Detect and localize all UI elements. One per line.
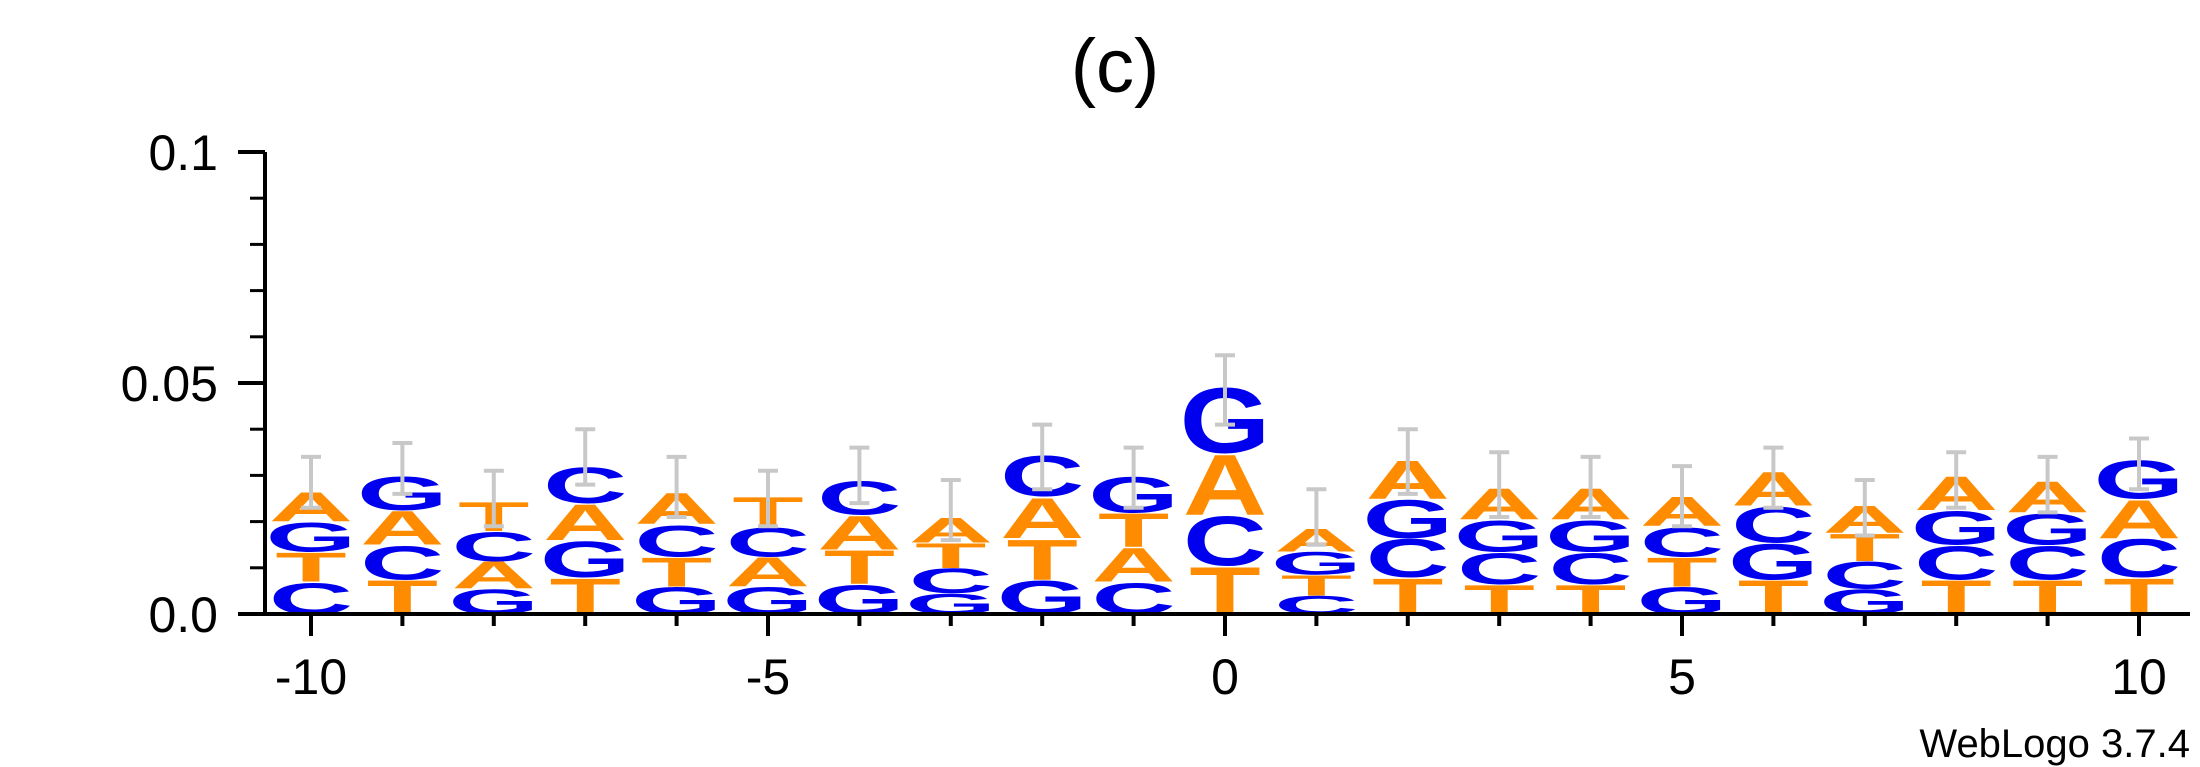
x-tick-label: 10 [2111,649,2167,705]
y-tick-label: 0.1 [148,125,218,181]
x-tick-label: -5 [746,649,790,705]
y-tick-label: 0.05 [121,356,218,412]
x-tick-label: 0 [1211,649,1239,705]
y-ticks: 0.0 0.05 0.1 [121,125,265,643]
x-tick-label: 5 [1668,649,1696,705]
weblogo-version-label: WebLogo 3.7.4 [1919,722,2190,766]
x-tick-label: -10 [275,649,347,705]
chart-title: (c) [1071,24,1160,109]
y-tick-label: 0.0 [148,587,218,643]
